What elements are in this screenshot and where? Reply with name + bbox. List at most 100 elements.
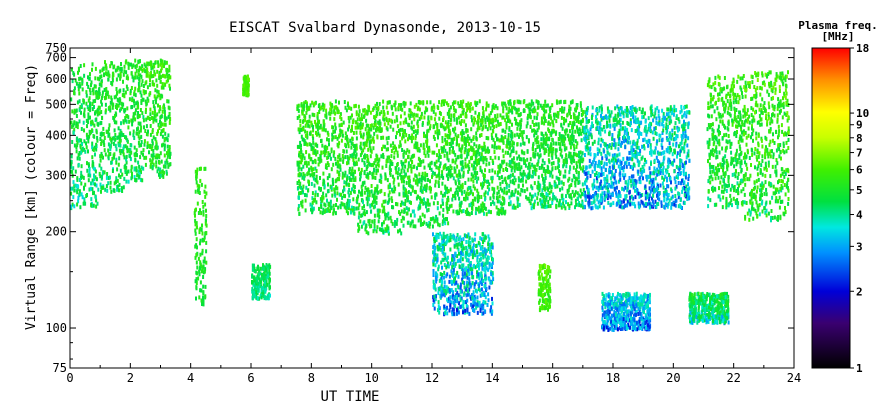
echo-point <box>144 162 147 167</box>
echo-point <box>166 74 169 79</box>
echo-point <box>195 176 198 181</box>
echo-point <box>323 103 326 108</box>
echo-point <box>195 243 198 248</box>
echo-point <box>533 167 536 172</box>
echo-point <box>671 160 674 165</box>
echo-point <box>482 124 485 129</box>
echo-point <box>401 162 403 167</box>
echo-point <box>509 179 512 184</box>
echo-point <box>507 115 510 120</box>
echo-point <box>125 165 128 170</box>
echo-point <box>132 63 135 68</box>
echo-point <box>449 187 452 192</box>
echo-point <box>143 139 146 144</box>
echo-point <box>93 123 96 128</box>
echo-point <box>134 64 137 69</box>
echo-point <box>195 285 198 290</box>
echo-point <box>302 164 305 169</box>
echo-point <box>499 113 502 118</box>
echo-point <box>412 224 415 229</box>
echo-point <box>338 134 340 139</box>
echo-point <box>359 172 361 177</box>
echo-point <box>130 176 133 181</box>
echo-point <box>636 138 639 143</box>
echo-point <box>299 191 302 195</box>
echo-point <box>452 146 454 151</box>
echo-point <box>554 112 557 117</box>
echo-point <box>90 120 92 125</box>
echo-point <box>449 131 452 136</box>
echo-point <box>577 114 580 119</box>
echo-point <box>463 189 466 194</box>
echo-point <box>373 218 376 223</box>
echo-point <box>541 132 544 137</box>
echo-point <box>446 124 449 129</box>
echo-point <box>544 197 547 202</box>
echo-point <box>202 212 205 217</box>
echo-point <box>149 72 152 76</box>
echo-point <box>405 211 408 216</box>
echo-point <box>407 113 410 118</box>
echo-point <box>152 100 155 105</box>
echo-point <box>367 175 370 180</box>
echo-point <box>99 121 102 126</box>
echo-point <box>344 194 346 199</box>
echo-point <box>243 80 246 85</box>
echo-point <box>525 103 528 108</box>
echo-point <box>247 87 250 92</box>
echo-point <box>157 129 159 134</box>
echo-point <box>370 123 373 128</box>
echo-point <box>86 168 89 173</box>
echo-point <box>159 151 162 156</box>
echo-point <box>584 134 587 139</box>
echo-point <box>155 140 158 145</box>
echo-point <box>381 203 384 208</box>
echo-point <box>125 136 128 141</box>
echo-point <box>336 197 338 202</box>
echo-point <box>454 191 457 195</box>
echo-point <box>361 182 364 187</box>
echo-point <box>372 106 375 111</box>
echo-point <box>670 161 673 166</box>
echo-point <box>420 199 423 204</box>
echo-point <box>343 173 346 178</box>
echo-point <box>311 191 314 196</box>
echo-point <box>432 134 435 139</box>
echo-point <box>337 172 340 177</box>
echo-point <box>354 177 357 182</box>
echo-point <box>612 123 615 128</box>
echo-point <box>111 136 114 141</box>
echo-point <box>424 177 427 182</box>
echo-point <box>338 100 340 105</box>
echo-point <box>144 69 147 74</box>
echo-point <box>334 211 337 216</box>
echo-point <box>301 187 304 192</box>
echo-point <box>111 78 114 83</box>
echo-point <box>478 160 481 165</box>
echo-point <box>87 116 90 121</box>
echo-point <box>528 172 531 177</box>
echo-point <box>650 113 653 118</box>
echo-point <box>200 298 203 303</box>
echo-point <box>392 205 395 210</box>
echo-point <box>517 197 520 202</box>
echo-point <box>459 100 462 105</box>
echo-point <box>573 115 576 120</box>
echo-point <box>462 170 465 175</box>
echo-point <box>622 156 625 161</box>
echo-point <box>369 124 372 128</box>
echo-point <box>484 156 487 160</box>
echo-point <box>546 193 549 198</box>
echo-point <box>311 196 314 201</box>
echo-point <box>348 105 351 110</box>
echo-point <box>410 120 413 125</box>
echo-point <box>162 128 165 132</box>
echo-point <box>606 106 609 111</box>
echo-point <box>403 209 406 214</box>
echo-point <box>429 189 432 194</box>
echo-point <box>554 148 557 153</box>
echo-point <box>589 152 592 157</box>
echo-point <box>631 109 633 114</box>
echo-point <box>333 105 336 110</box>
echo-point <box>557 160 560 165</box>
